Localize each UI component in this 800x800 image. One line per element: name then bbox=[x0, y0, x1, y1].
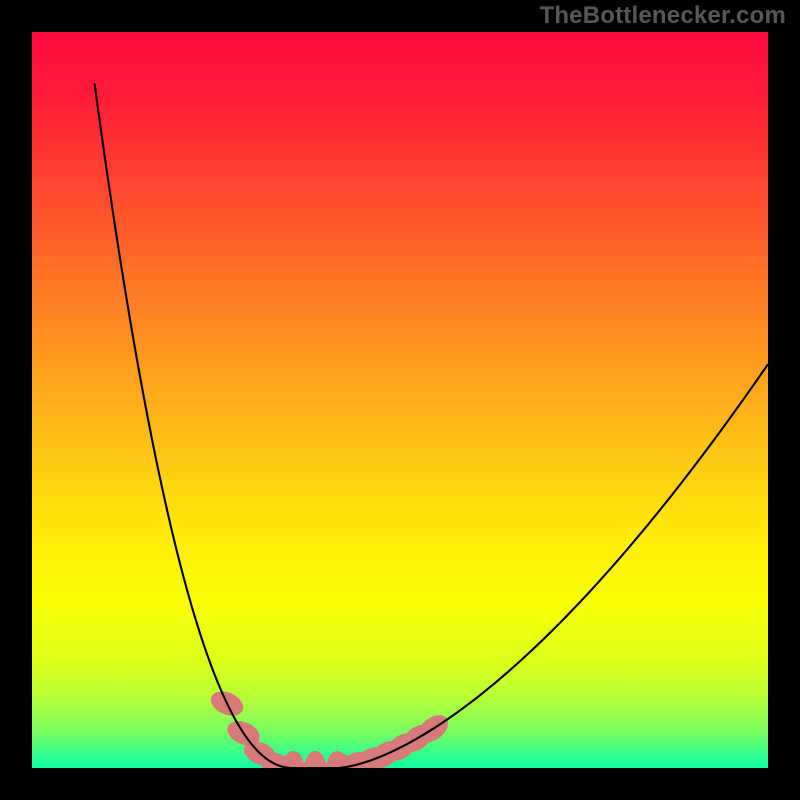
watermark-text: TheBottlenecker.com bbox=[539, 2, 786, 30]
chart-root: TheBottlenecker.com bbox=[0, 0, 800, 800]
gradient-background bbox=[32, 32, 768, 768]
bottleneck-chart bbox=[32, 32, 768, 768]
